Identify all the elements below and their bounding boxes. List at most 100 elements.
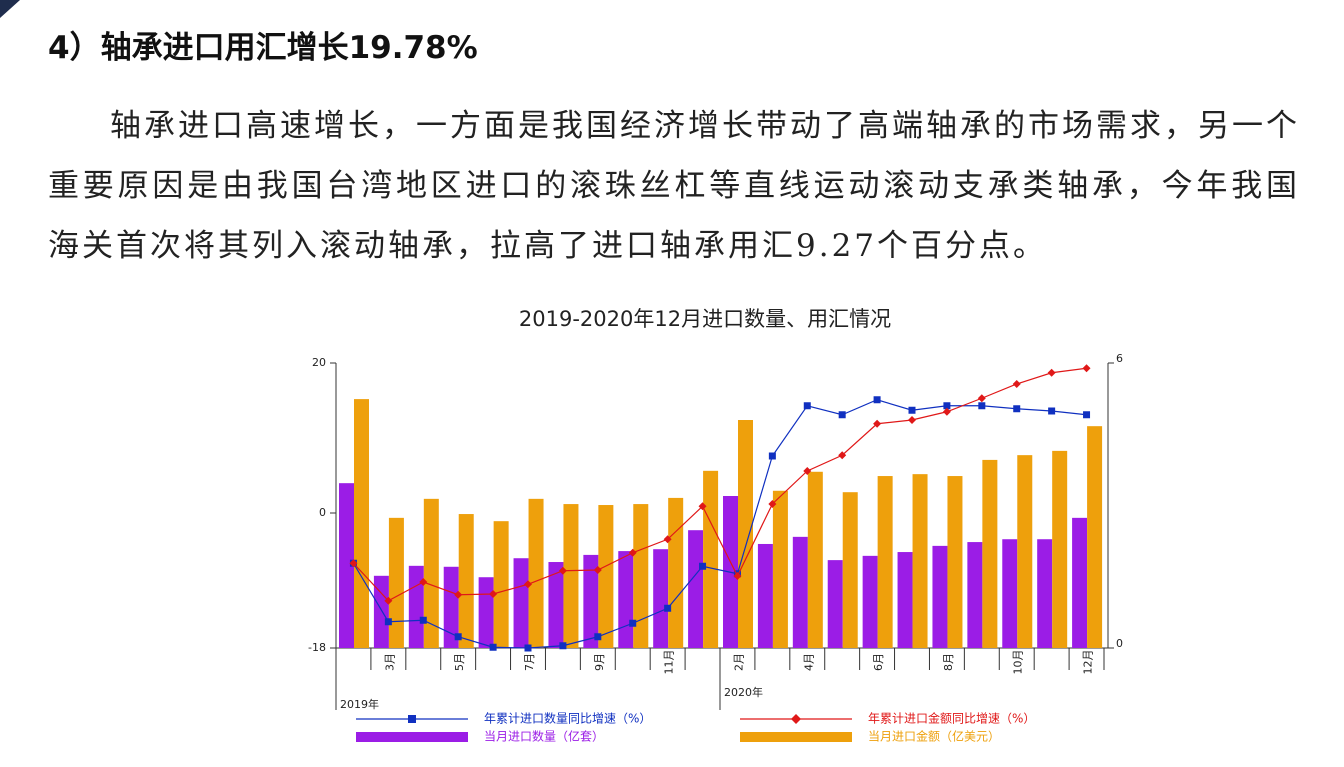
legend-label: 年累计进口数量同比增速（%） xyxy=(484,711,651,726)
bar xyxy=(688,530,704,648)
marker xyxy=(873,419,882,428)
marker xyxy=(384,596,393,605)
marker xyxy=(593,566,602,574)
marker xyxy=(733,572,742,580)
marker xyxy=(384,618,392,626)
legend-marker xyxy=(408,715,416,723)
bar xyxy=(458,514,474,648)
legend-label: 年累计进口金额同比增速（%） xyxy=(868,711,1035,726)
y2-tick-label: 6 xyxy=(1116,352,1123,365)
legend-label: 当月进口数量（亿套） xyxy=(484,729,604,744)
bar xyxy=(842,492,858,648)
bar xyxy=(373,575,389,648)
marker xyxy=(664,604,672,612)
group-label: 2020年 xyxy=(724,685,763,699)
line xyxy=(353,367,1087,602)
paragraph: 轴承进口高速增长，一方面是我国经济增长带动了高端轴承的市场需求，另一个重要原因是… xyxy=(48,108,1300,264)
marker xyxy=(978,402,986,410)
bar xyxy=(493,521,509,648)
marker xyxy=(1012,380,1021,388)
bar xyxy=(618,551,634,648)
bar xyxy=(408,565,424,648)
marker xyxy=(628,548,637,557)
marker xyxy=(1047,368,1056,377)
marker xyxy=(558,566,567,575)
marker xyxy=(943,402,951,410)
marker xyxy=(524,644,532,652)
marker xyxy=(663,535,672,544)
x-tick-label: 3月 xyxy=(383,653,396,671)
bar xyxy=(827,560,843,648)
marker xyxy=(908,406,916,414)
bar xyxy=(528,498,544,648)
marker xyxy=(1013,405,1021,413)
marker xyxy=(698,502,707,511)
x-tick-label: 4月 xyxy=(802,653,815,671)
legend-label: 当月进口金额（亿美元） xyxy=(868,729,1000,744)
bar xyxy=(548,562,564,648)
marker xyxy=(489,643,497,651)
bar xyxy=(1087,426,1103,648)
bar xyxy=(982,459,998,648)
marker xyxy=(873,396,881,404)
marker xyxy=(768,500,777,508)
bar xyxy=(583,554,599,648)
marker xyxy=(594,633,602,641)
marker xyxy=(908,416,916,424)
marker xyxy=(454,633,462,641)
bar xyxy=(757,543,773,648)
marker xyxy=(419,616,427,624)
bar xyxy=(423,498,439,648)
marker xyxy=(699,562,707,570)
bar xyxy=(807,471,823,648)
x-tick-label: 12月 xyxy=(1082,650,1095,675)
marker xyxy=(1083,411,1091,419)
marker xyxy=(803,467,812,475)
bar xyxy=(563,504,579,648)
heading: 4）轴承进口用汇增长19.78% xyxy=(48,30,478,66)
x-tick-label: 9月 xyxy=(593,653,606,671)
bar xyxy=(668,497,684,648)
legend-swatch xyxy=(740,732,852,742)
bar xyxy=(443,566,459,648)
bar xyxy=(633,504,649,648)
line xyxy=(352,399,1087,649)
bar xyxy=(1017,455,1033,648)
y-tick-label: 0 xyxy=(319,506,326,519)
bar xyxy=(1002,539,1018,648)
bar xyxy=(772,490,788,648)
x-tick-label: 10月 xyxy=(1012,650,1025,675)
x-tick-label: 5月 xyxy=(453,653,466,671)
bar xyxy=(877,476,893,648)
bar xyxy=(1052,450,1068,648)
bar xyxy=(932,545,948,648)
legend-swatch xyxy=(356,732,468,742)
x-tick-label: 7月 xyxy=(523,653,536,671)
marker xyxy=(838,451,847,460)
bar xyxy=(388,517,404,648)
marker xyxy=(838,411,846,419)
marker xyxy=(977,394,986,403)
y-tick-label: -18 xyxy=(308,641,326,654)
bar xyxy=(967,542,983,648)
corner-decoration xyxy=(0,0,20,18)
bar xyxy=(912,474,928,648)
marker xyxy=(489,590,498,598)
marker xyxy=(768,452,776,460)
bar xyxy=(947,476,963,648)
marker xyxy=(803,402,811,410)
marker xyxy=(454,590,463,599)
group-label: 2019年 xyxy=(340,697,379,711)
marker xyxy=(629,619,637,627)
bar xyxy=(1072,517,1088,648)
x-tick-label: 8月 xyxy=(942,653,955,671)
bar xyxy=(703,470,719,648)
bar xyxy=(653,549,669,648)
bar xyxy=(738,420,753,648)
bar xyxy=(792,536,808,648)
x-tick-label: 11月 xyxy=(663,650,676,675)
bar xyxy=(897,552,913,648)
bar xyxy=(598,505,614,648)
